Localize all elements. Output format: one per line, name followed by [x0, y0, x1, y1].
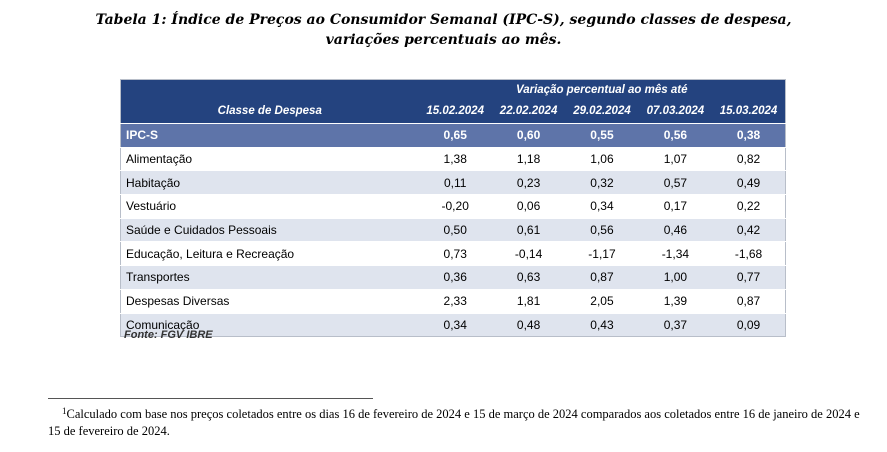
row-value: 0,82 — [712, 146, 786, 171]
table-row: Despesas Diversas 2,33 1,81 2,05 1,39 0,87 — [120, 288, 786, 313]
header-blank-cell — [120, 79, 419, 99]
footnote-divider — [48, 398, 373, 399]
row-label: Despesas Diversas — [120, 288, 419, 313]
row-value: -1,68 — [712, 241, 786, 266]
row-label: Habitação — [120, 170, 419, 195]
row-value: 0,36 — [418, 265, 492, 290]
source-note: Fonte: FGV IBRE — [124, 329, 213, 341]
row-value: 0,32 — [565, 170, 639, 195]
table-row: Vestuário -0,20 0,06 0,34 0,17 0,22 — [120, 194, 786, 219]
row-value: 0,65 — [418, 123, 492, 148]
header-date: 15.03.2024 — [712, 99, 786, 124]
row-value: -1,17 — [565, 241, 639, 266]
row-label: Comunicação — [120, 312, 419, 337]
footnote-marker: 1 — [62, 406, 67, 416]
title-line-2: variações percentuais ao mês. — [325, 32, 562, 48]
row-value: 0,37 — [638, 312, 713, 337]
row-value: 0,34 — [418, 312, 492, 337]
row-value: 0,50 — [418, 217, 492, 242]
row-value: 0,11 — [418, 170, 492, 195]
row-label: Educação, Leitura e Recreação — [120, 241, 419, 266]
row-value: 0,23 — [491, 170, 566, 195]
table-row: Educação, Leitura e Recreação 0,73 -0,14 -1… — [120, 241, 786, 266]
row-value: -1,34 — [638, 241, 713, 266]
row-value: 2,05 — [565, 288, 639, 313]
header-date: 15.02.2024 — [418, 99, 492, 124]
table-row: Saúde e Cuidados Pessoais 0,50 0,61 0,56 0,4… — [120, 217, 786, 242]
row-value: 1,38 — [418, 146, 492, 171]
row-value: 0,06 — [491, 194, 566, 219]
row-value: 0,46 — [638, 217, 713, 242]
row-label: Transportes — [120, 265, 419, 290]
title-text-1: Índice de Preços ao Consumidor Semanal (… — [171, 12, 792, 28]
row-value: 0,22 — [712, 194, 786, 219]
row-value: 0,42 — [712, 217, 786, 242]
row-value: 0,57 — [638, 170, 713, 195]
row-value: 0,55 — [565, 123, 639, 148]
table-title: Tabela 1: Índice de Preços ao Consumidor… — [0, 10, 887, 50]
row-value: 0,38 — [712, 123, 786, 148]
row-label: Alimentação — [120, 146, 419, 171]
header-date: 07.03.2024 — [638, 99, 713, 124]
footnote: 1Calculado com base nos preços coletados… — [48, 403, 868, 440]
row-value: 0,87 — [712, 288, 786, 313]
title-line-1: Tabela 1: Índice de Preços ao Consumidor… — [0, 10, 887, 30]
row-label: Vestuário — [120, 194, 419, 219]
row-value: 0,43 — [565, 312, 639, 337]
table-row-ipc-s: IPC-S 0,65 0,60 0,55 0,56 0,38 — [120, 123, 786, 148]
row-value: 0,73 — [418, 241, 492, 266]
table-row: Habitação 0,11 0,23 0,32 0,57 0,49 — [120, 170, 786, 195]
row-value: 0,87 — [565, 265, 639, 290]
row-value: 2,33 — [418, 288, 492, 313]
row-value: 1,07 — [638, 146, 713, 171]
row-value: 0,34 — [565, 194, 639, 219]
header-row-span: Variação percentual ao mês até — [120, 79, 786, 99]
row-value: -0,20 — [418, 194, 492, 219]
row-value: 0,56 — [565, 217, 639, 242]
title-colon: : — [161, 12, 167, 28]
row-value: 0,63 — [491, 265, 566, 290]
header-row-dates: Classe de Despesa 15.02.2024 22.02.2024 … — [120, 99, 786, 124]
table-row: Alimentação 1,38 1,18 1,06 1,07 0,82 — [120, 146, 786, 171]
table-row: Transportes 0,36 0,63 0,87 1,00 0,77 — [120, 265, 786, 290]
row-value: 1,39 — [638, 288, 713, 313]
row-value: 0,17 — [638, 194, 713, 219]
row-value: 0,60 — [491, 123, 566, 148]
row-label: Saúde e Cuidados Pessoais — [120, 217, 419, 242]
row-value: -0,14 — [491, 241, 566, 266]
row-value: 0,09 — [712, 312, 786, 337]
row-value: 0,61 — [491, 217, 566, 242]
ipc-s-table: Variação percentual ao mês até Classe de… — [120, 79, 786, 338]
header-date: 22.02.2024 — [491, 99, 566, 124]
row-value: 0,56 — [638, 123, 713, 148]
row-value: 1,00 — [638, 265, 713, 290]
title-label: Tabela 1 — [95, 12, 162, 28]
row-value: 1,81 — [491, 288, 566, 313]
header-date: 29.02.2024 — [565, 99, 639, 124]
footnote-text: Calculado com base nos preços coletados … — [48, 407, 860, 438]
table-row: Comunicação 0,34 0,48 0,43 0,37 0,09 — [120, 312, 786, 337]
row-value: 1,06 — [565, 146, 639, 171]
row-value: 0,49 — [712, 170, 786, 195]
row-value: 1,18 — [491, 146, 566, 171]
row-value: 0,48 — [491, 312, 566, 337]
row-value: 0,77 — [712, 265, 786, 290]
row-label: IPC-S — [120, 123, 419, 148]
header-classe: Classe de Despesa — [120, 99, 419, 124]
header-span-label: Variação percentual ao mês até — [418, 79, 786, 99]
